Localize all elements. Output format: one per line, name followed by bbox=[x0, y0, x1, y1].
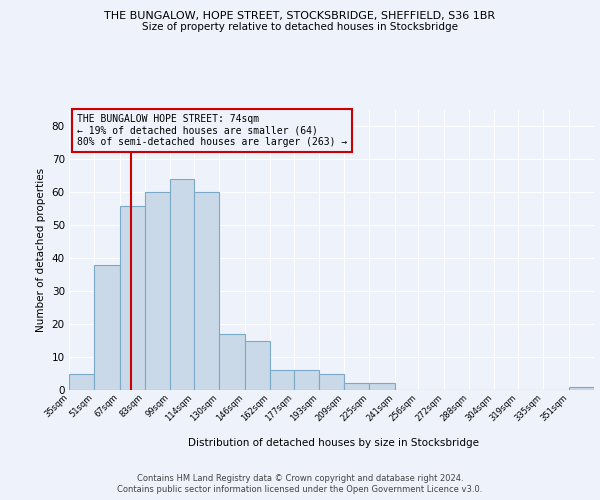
Bar bbox=[370, 384, 395, 390]
Text: Contains HM Land Registry data © Crown copyright and database right 2024.: Contains HM Land Registry data © Crown c… bbox=[137, 474, 463, 483]
Text: Contains public sector information licensed under the Open Government Licence v3: Contains public sector information licen… bbox=[118, 485, 482, 494]
Bar bbox=[94, 265, 119, 390]
Bar bbox=[569, 386, 594, 390]
Bar bbox=[69, 374, 94, 390]
Bar bbox=[119, 206, 145, 390]
Bar bbox=[319, 374, 344, 390]
Bar bbox=[344, 384, 370, 390]
Bar bbox=[293, 370, 319, 390]
Y-axis label: Number of detached properties: Number of detached properties bbox=[36, 168, 46, 332]
Bar bbox=[145, 192, 170, 390]
Bar bbox=[245, 340, 270, 390]
Text: Size of property relative to detached houses in Stocksbridge: Size of property relative to detached ho… bbox=[142, 22, 458, 32]
Text: THE BUNGALOW HOPE STREET: 74sqm
← 19% of detached houses are smaller (64)
80% of: THE BUNGALOW HOPE STREET: 74sqm ← 19% of… bbox=[77, 114, 347, 148]
Bar bbox=[270, 370, 293, 390]
Text: THE BUNGALOW, HOPE STREET, STOCKSBRIDGE, SHEFFIELD, S36 1BR: THE BUNGALOW, HOPE STREET, STOCKSBRIDGE,… bbox=[104, 11, 496, 21]
Bar bbox=[170, 179, 194, 390]
Bar bbox=[219, 334, 245, 390]
Text: Distribution of detached houses by size in Stocksbridge: Distribution of detached houses by size … bbox=[188, 438, 479, 448]
Bar bbox=[194, 192, 219, 390]
